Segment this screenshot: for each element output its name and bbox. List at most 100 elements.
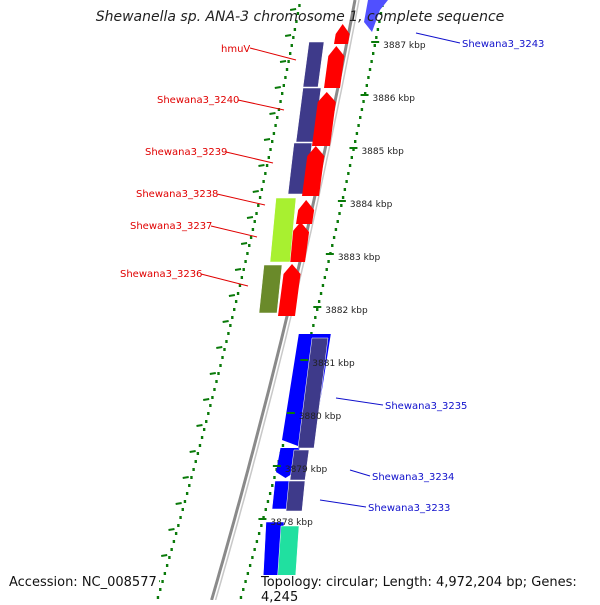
ring-dot (316, 308, 319, 311)
gene-lime-3237 (269, 197, 297, 263)
tick-mark (161, 554, 168, 557)
label-leader-line (237, 99, 285, 111)
tick-mark (234, 268, 242, 271)
gene-navy-hmuV (302, 41, 325, 88)
tick-mark (246, 216, 254, 219)
gene-label: Shewana3_3240 (157, 95, 239, 106)
label-leader-line (249, 47, 297, 61)
ring-dot (264, 508, 267, 511)
ring-dot (352, 148, 355, 151)
ring-dot (345, 180, 348, 183)
tick-mark (182, 476, 189, 479)
label-leader-line (349, 469, 371, 477)
ring-dot (371, 52, 375, 55)
ring-dot (262, 180, 265, 183)
ring-dot (221, 356, 224, 359)
kbp-label: 3886 kbp (373, 94, 416, 104)
tick-mark (284, 34, 292, 37)
ring-dot (365, 84, 369, 87)
gene-label: Shewana3_3238 (136, 189, 218, 200)
gene-label: Shewana3_3234 (372, 472, 454, 483)
ring-dot (281, 444, 285, 447)
ring-dot (207, 412, 210, 415)
gene-label: Shewana3_3237 (130, 221, 212, 232)
gene-blue-top (364, 0, 388, 32)
ring-dot (336, 220, 339, 223)
ring-dot (183, 500, 187, 503)
ring-dot (340, 204, 343, 207)
kbp-label: 3880 kbp (299, 412, 342, 422)
ring-dot (168, 556, 171, 559)
ring-dot (242, 588, 245, 591)
ring-dot (375, 36, 378, 39)
ring-dot (258, 196, 262, 199)
ring-dot (190, 476, 193, 479)
tick-mark (252, 190, 259, 193)
accession-text: Accession: NC_008577 (7, 575, 159, 590)
ring-dot (234, 300, 238, 303)
tick-mark (269, 112, 276, 115)
kbp-label: 3878 kbp (270, 518, 313, 528)
label-leader-line (415, 32, 461, 44)
tick-mark (189, 450, 196, 453)
ring-dot (271, 140, 274, 143)
ring-dot (236, 292, 240, 295)
tick-mark (222, 320, 229, 323)
ring-dot (373, 44, 376, 47)
gene-navy-lower (285, 480, 306, 512)
ring-dot (271, 484, 274, 487)
kbp-label: 3884 kbp (350, 200, 393, 210)
outer-dotted-ring-left (156, 4, 301, 599)
ring-dot (229, 324, 232, 327)
kbp-label: 3881 kbp (312, 359, 355, 369)
ring-dot (200, 436, 204, 439)
tick-mark (289, 8, 297, 11)
tick-mark (258, 164, 265, 167)
left-tick-marks (153, 8, 297, 583)
ring-dot (211, 396, 214, 399)
ring-dot (262, 516, 265, 519)
ring-dot (267, 156, 271, 159)
ring-dot (319, 292, 323, 295)
gene-label: Shewana3_3235 (385, 401, 467, 412)
ring-dot (367, 76, 370, 79)
gene-red-arrow (324, 46, 345, 88)
ring-dot (213, 388, 216, 391)
ring-dot (338, 212, 341, 215)
ring-dot (181, 508, 184, 511)
gene-label: hmuV (221, 44, 250, 55)
ring-dot (188, 484, 191, 487)
ring-dot (279, 100, 282, 103)
ring-dot (354, 140, 357, 143)
label-leader-line (335, 397, 384, 406)
ring-dot (223, 348, 226, 351)
label-leader-line (225, 151, 274, 164)
ring-dot (257, 204, 260, 207)
ring-dot (376, 28, 380, 31)
ring-dot (246, 572, 250, 575)
ring-dot (334, 228, 338, 231)
ring-dot (290, 44, 293, 47)
ring-dot (379, 12, 383, 15)
ring-dot (170, 548, 173, 551)
ring-dot (260, 524, 263, 527)
ring-dot (233, 308, 236, 311)
ring-dot (159, 588, 162, 591)
gene-label: Shewana3_3233 (368, 503, 450, 514)
ring-dot (285, 68, 289, 71)
ring-dot (325, 268, 328, 271)
ring-dot (362, 100, 365, 103)
ring-dot (219, 364, 222, 367)
gene-red-arrow (302, 146, 325, 196)
tick-mark (228, 294, 236, 297)
tick-mark (168, 528, 175, 531)
ring-dot (287, 60, 290, 63)
ring-dot (350, 156, 354, 159)
gene-label: Shewana3_3236 (120, 269, 202, 280)
ring-dot (209, 404, 212, 407)
map-title: Shewanella sp. ANA-3 chromosome 1, compl… (95, 9, 505, 25)
gene-red-arrow (278, 264, 301, 316)
ring-dot (192, 468, 195, 471)
label-leader-line (216, 193, 266, 206)
